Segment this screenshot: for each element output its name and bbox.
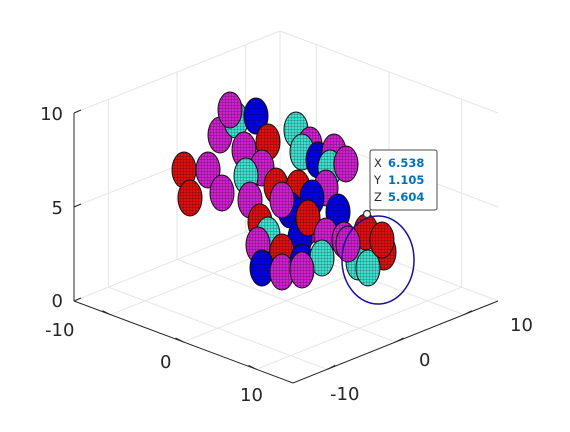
x-tick-label-0: 0: [419, 350, 430, 371]
datatip-x-value: 6.538: [388, 156, 424, 170]
datatip-y-value: 1.105: [388, 173, 424, 187]
sphere-magenta-6: [217, 91, 243, 129]
sphere-magenta-3: [209, 174, 235, 212]
sphere-magenta-27: [269, 181, 295, 219]
sphere-red-2: [177, 179, 203, 217]
leftwall-horizontal-2: [73, 30, 281, 114]
x-tick-1: [395, 337, 404, 343]
sphere-magenta-46: [289, 251, 315, 289]
y-tick-2: [248, 364, 257, 370]
y-tick-label-10: 10: [240, 385, 263, 406]
sphere-cyan-38: [309, 239, 335, 277]
y-tick-label-neg10: -10: [45, 320, 74, 341]
sphere-blue-35: [249, 249, 275, 287]
sphere-red-45: [369, 221, 395, 259]
x-tick-label-neg10: -10: [330, 384, 359, 405]
z-tick-2: [73, 109, 82, 114]
sphere-cyan-44: [355, 249, 381, 287]
highlight-ellipse: [341, 215, 415, 305]
rightwall-horizontal-2: [279, 30, 499, 114]
datatip-marker[interactable]: [362, 209, 372, 219]
z-tick-0: [73, 297, 82, 302]
z-tick-label-0: 0: [52, 291, 63, 312]
y-tick-1: [175, 337, 184, 343]
datatip[interactable]: X 6.538 Y 1.105 Z 5.604: [362, 149, 438, 219]
z-tick-label-10: 10: [40, 104, 63, 125]
z-tick-1: [73, 203, 82, 208]
x-tick-0: [326, 364, 336, 370]
y-tick-labels: -10 0 10: [45, 320, 263, 406]
x-tick-2: [463, 310, 473, 316]
sphere-magenta-42: [335, 225, 361, 263]
datatip-z-value: 5.604: [388, 190, 424, 204]
tick-marks: [73, 109, 473, 370]
z-tick-labels: 0 5 10: [40, 104, 63, 312]
sphere-red-30: [295, 199, 321, 237]
datatip-z-key: Z: [374, 190, 382, 204]
sphere-cluster: [171, 91, 397, 291]
leftwall-horizontal-0: [73, 217, 281, 302]
datatip-y-key: Y: [373, 173, 382, 187]
datatip-box: [369, 149, 438, 211]
z-tick-label-5: 5: [52, 198, 63, 219]
datatip-x-key: X: [374, 156, 382, 170]
sphere-magenta-36: [269, 253, 295, 291]
sphere-blue-7: [243, 97, 269, 135]
x-tick-label-10: 10: [510, 315, 533, 336]
y-tick-0: [102, 310, 111, 316]
sphere-magenta-20: [333, 145, 359, 183]
x-tick-labels: -10 0 10: [330, 315, 533, 405]
sphere-red-0: [171, 151, 197, 189]
y-tick-label-0: 0: [160, 352, 171, 373]
